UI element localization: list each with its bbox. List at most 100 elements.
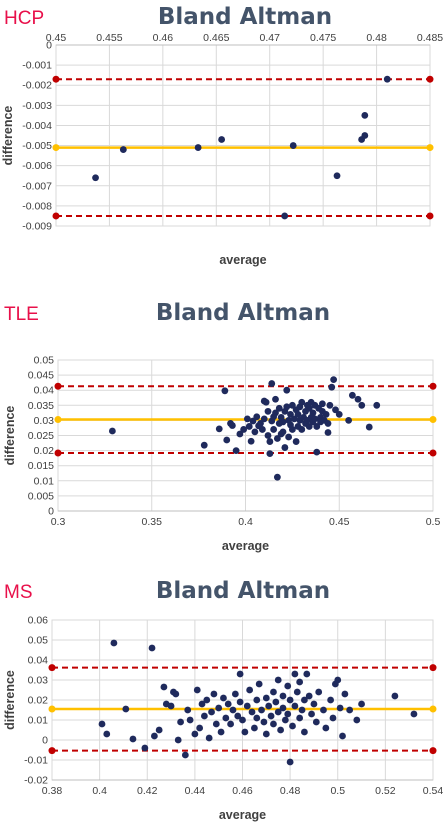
data-point [227,720,234,728]
data-point [281,444,289,451]
x-tick-label: 0.48 [280,785,301,797]
data-point [221,387,229,395]
data-point [308,710,315,718]
data-point [141,744,149,752]
data-point [305,404,313,412]
data-point [322,410,330,418]
chart-title: Bland Altman [156,300,330,326]
data-point [313,423,321,430]
data-point [279,704,287,712]
data-point [196,724,204,732]
data-point [291,670,299,678]
data-point [181,751,189,759]
data-point [354,395,362,403]
data-point [270,688,277,696]
data-point [193,686,201,694]
x-tick-label: 0.48 [366,32,387,44]
data-point [92,174,99,182]
upper-limit-endpoint [54,382,62,390]
data-point [293,688,301,696]
data-point [329,714,337,722]
data-point [167,702,175,710]
data-point [270,720,277,728]
data-point [335,410,343,418]
data-point [191,730,199,738]
tle-bland-altman-chart: 0 0.005 0.01 0.015 0.02 0.025 0.03 0.035 0.04 0.0… [3,300,440,553]
y-tick-label: 0.05 [28,635,49,647]
y-tick-label: 0.025 [28,430,54,442]
data-point [222,714,230,722]
data-point [324,429,332,436]
y-tick-label: -0.005 [22,140,52,152]
data-point [262,694,270,702]
data-point [279,692,287,700]
data-point [246,686,254,694]
data-point [296,714,304,722]
data-point [155,726,163,734]
data-point [122,705,130,713]
data-point [305,692,313,700]
upper-limit-endpoint [48,664,56,672]
mean-endpoint [54,415,62,423]
x-tick-label: 0.455 [96,32,122,44]
data-point [223,436,231,444]
data-point [228,422,236,429]
data-point [365,423,373,431]
x-tick-label: 0.44 [185,785,206,797]
data-point [301,728,308,736]
data-point [150,732,158,740]
chart-title: Bland Altman [158,4,332,30]
lower-limit-endpoint [48,747,56,755]
data-point [258,706,265,714]
data-point [203,696,211,704]
data-point [260,415,268,423]
data-point [361,111,369,119]
data-point [361,132,369,139]
data-point [160,683,168,691]
data-point [119,146,127,153]
data-point [346,706,354,714]
data-point [277,726,284,734]
data-point [279,418,287,426]
data-point [273,473,281,481]
data-point [253,714,261,722]
data-point [201,712,208,720]
data-point [236,430,244,438]
data-point [253,413,261,421]
data-point [353,716,361,724]
data-point [224,700,232,708]
data-point [240,426,248,433]
y-tick-label: 0.01 [28,715,49,727]
data-point [215,704,223,712]
data-point [391,692,399,700]
upper-limit-endpoint [429,664,437,672]
data-point [309,409,317,417]
data-point [234,712,242,720]
y-axis-title: difference [3,670,17,730]
data-point [264,407,272,415]
data-point [200,441,208,449]
data-point [148,644,156,652]
data-point [273,435,281,442]
data-point [301,696,308,704]
data-point [341,690,349,698]
data-point [290,415,298,423]
data-point [286,696,294,704]
data-point [258,426,266,433]
data-point [266,450,274,458]
data-point [172,690,180,698]
data-point [232,447,240,454]
data-point [103,730,111,738]
x-tick-label: 0.42 [137,785,158,797]
x-tick-label: 0.47 [259,32,280,44]
x-tick-label: 0.3 [51,516,66,528]
x-axis-title: average [219,253,266,267]
x-axis-title: average [222,539,269,553]
data-point [210,690,218,698]
data-point [245,423,253,430]
data-point [373,401,381,409]
data-point [281,212,289,220]
data-point [288,401,296,409]
data-point [268,380,276,387]
y-tick-label: 0.05 [34,355,55,367]
